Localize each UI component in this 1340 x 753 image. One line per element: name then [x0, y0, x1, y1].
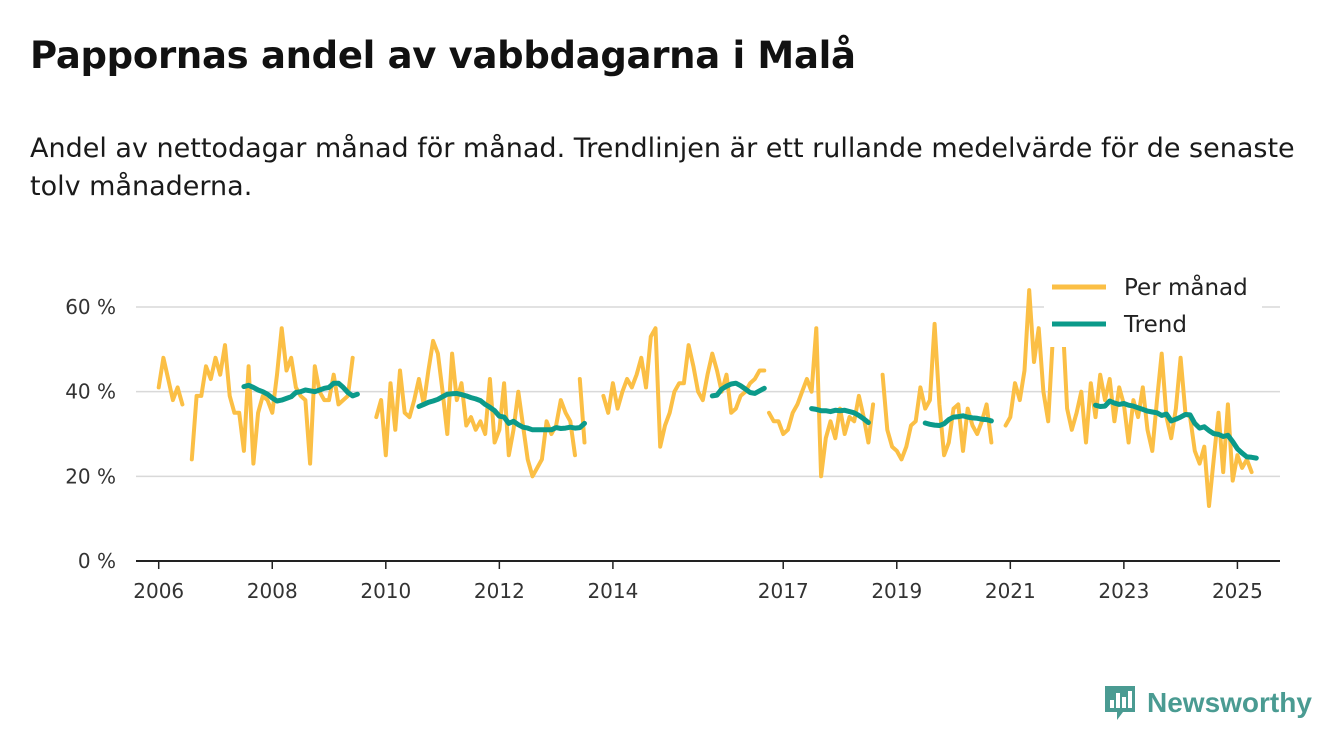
y-tick-label: 20 %: [65, 464, 116, 488]
trend-line-segment: [809, 406, 871, 426]
per-manad-line-segment: [156, 326, 355, 466]
y-axis-ticks: 0 % 20 % 40 % 60 %: [65, 295, 116, 573]
trend-line-segment: [416, 390, 587, 433]
x-tick-label: 2019: [871, 579, 922, 603]
per-manad-line-segment: [767, 326, 876, 479]
per-manad-line-segment: [601, 326, 767, 449]
trend-line-segment: [241, 380, 360, 404]
x-tick-label: 2021: [985, 579, 1036, 603]
brand-name: Newsworthy: [1147, 687, 1312, 718]
y-tick-label: 0 %: [78, 549, 116, 573]
chart-subtitle: Andel av nettodagar månad för månad. Tre…: [30, 133, 1295, 202]
y-tick-label: 40 %: [65, 380, 116, 404]
per-manad-line-segment: [577, 377, 587, 445]
x-tick-label: 2017: [758, 579, 809, 603]
y-tick-label: 60 %: [65, 295, 116, 319]
x-axis: 2006 2008 2010 2012 2014 2017 2019 2021 2023 2025: [133, 560, 1280, 603]
x-tick-label: 2008: [247, 579, 298, 603]
x-tick-label: 2010: [360, 579, 411, 603]
x-tick-label: 2012: [474, 579, 525, 603]
newsworthy-logo-icon: [1105, 686, 1135, 720]
trend-line-segment: [1093, 398, 1259, 461]
trend-line-segment: [922, 413, 994, 428]
series-trend: [241, 380, 1259, 461]
legend: Per månad Trend: [1044, 267, 1262, 347]
legend-label-per-manad: Per månad: [1124, 273, 1248, 301]
brand: Newsworthy: [1103, 684, 1312, 722]
legend-background: [1044, 267, 1262, 347]
x-tick-label: 2006: [133, 579, 184, 603]
per-manad-line-segment: [374, 338, 577, 479]
x-tick-label: 2023: [1098, 579, 1149, 603]
trend-line-segment: [709, 380, 767, 399]
chart-title: Pappornas andel av vabbdagarna i Malå: [30, 34, 856, 77]
per-manad-line-segment: [880, 321, 994, 462]
x-tick-label: 2014: [587, 579, 638, 603]
x-tick-label: 2025: [1212, 579, 1263, 603]
legend-label-trend: Trend: [1123, 312, 1187, 338]
